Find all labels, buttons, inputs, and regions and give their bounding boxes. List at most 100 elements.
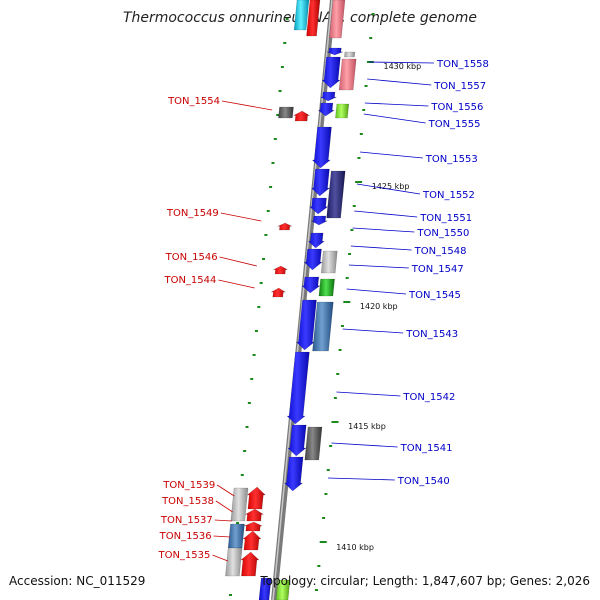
tick-mark [343, 301, 351, 303]
gene-1538[interactable] [244, 508, 265, 522]
gene-1554-a[interactable] [278, 106, 294, 119]
leader-line [352, 227, 415, 233]
gene-1539-b[interactable] [230, 487, 249, 522]
leader-line [368, 61, 435, 64]
tick-mark [338, 349, 342, 351]
gene-1557-a[interactable] [321, 56, 341, 89]
tick-mark [364, 85, 368, 87]
gene-1535[interactable] [225, 547, 243, 577]
gene-label-left[interactable]: TON_1535 [157, 550, 210, 561]
gene-partial-lime[interactable] [275, 579, 291, 600]
gene-label-right[interactable]: TON_1557 [433, 81, 486, 92]
gene-1543-a[interactable] [295, 299, 317, 351]
gene-label-right[interactable]: TON_1547 [411, 264, 464, 275]
kbp-label: 1410 kbp [336, 543, 374, 552]
gene-1546[interactable] [273, 265, 288, 275]
gene-partial-blue[interactable] [258, 577, 272, 600]
tick-mark [266, 210, 270, 212]
tick-mark [243, 450, 247, 452]
gene-label-right[interactable]: TON_1552 [422, 190, 475, 201]
leader-line [364, 102, 429, 107]
kbp-label: 1420 kbp [360, 302, 398, 311]
gene-label-left[interactable]: TON_1537 [160, 515, 213, 526]
gene-1537[interactable] [244, 521, 263, 532]
gene-1541-a[interactable] [287, 424, 307, 457]
gene-label-right[interactable]: TON_1541 [400, 443, 453, 454]
gene-label-left[interactable]: TON_1539 [162, 480, 215, 491]
gene-label-left[interactable]: TON_1546 [165, 252, 218, 263]
gene-1553[interactable] [311, 126, 332, 169]
gene-label-right[interactable]: TON_1545 [408, 290, 461, 301]
gene-1556-a[interactable] [320, 91, 337, 102]
tick-mark [236, 522, 240, 524]
tick-mark [273, 138, 277, 140]
leader-line [327, 477, 395, 481]
gene-1545[interactable] [318, 278, 335, 297]
tick-mark [280, 66, 284, 68]
gene-1536-a[interactable] [242, 530, 262, 551]
gene-1543[interactable] [312, 301, 334, 352]
leader-line [331, 442, 398, 448]
gene-1551[interactable] [309, 197, 329, 215]
gene-label-left[interactable]: TON_1549 [166, 208, 219, 219]
gene-1555[interactable] [335, 103, 350, 119]
gene-1540[interactable] [283, 456, 304, 492]
gene-label-right[interactable]: TON_1550 [416, 228, 469, 239]
gene-track [225, 0, 357, 600]
gene-1544[interactable] [270, 287, 287, 298]
gene-label-right[interactable]: TON_1551 [419, 213, 472, 224]
kbp-label: 1425 kbp [372, 182, 410, 191]
tick-mark [314, 589, 318, 591]
gene-1556-b[interactable] [317, 102, 336, 117]
gene-1557[interactable] [338, 58, 357, 91]
leader-line [218, 279, 255, 289]
tick-mark [324, 493, 328, 495]
gene-partial-cyan[interactable] [293, 0, 310, 31]
gene-1547-a[interactable] [303, 248, 323, 271]
tick-mark [247, 402, 251, 404]
gene-label-right[interactable]: TON_1553 [425, 154, 478, 165]
gene-1548[interactable] [307, 232, 326, 249]
leader-line [214, 519, 232, 522]
tick-mark [319, 541, 327, 543]
gene-label-left[interactable]: TON_1538 [161, 496, 214, 507]
kbp-scale: 1430 kbp 1425 kbp 1420 kbp 1415 kbp 1410 kbp [336, 62, 421, 552]
gene-label-left[interactable]: TON_1536 [159, 531, 212, 542]
gene-label-right[interactable]: TON_1556 [430, 102, 483, 113]
gene-label-right[interactable]: TON_1540 [397, 476, 450, 487]
gene-1550[interactable] [311, 215, 328, 226]
gene-1539[interactable] [246, 486, 266, 510]
gene-1559[interactable] [329, 0, 346, 39]
gene-1549[interactable] [277, 222, 292, 231]
gene-label-right[interactable]: TON_1548 [414, 246, 467, 257]
tick-mark [352, 205, 356, 207]
tick-mark [371, 13, 375, 15]
gene-1542[interactable] [286, 351, 310, 425]
tick-mark [264, 234, 268, 236]
tick-mark [350, 229, 354, 231]
gene-1558-arrow[interactable] [326, 47, 343, 56]
tick-mark [348, 253, 352, 255]
gene-1541[interactable] [304, 426, 323, 461]
gene-1552-a[interactable] [310, 168, 331, 197]
tick-mark [250, 378, 254, 380]
gene-1536[interactable] [227, 523, 245, 549]
gene-1554[interactable] [293, 110, 311, 122]
gene-1535-a[interactable] [240, 551, 260, 577]
leader-line [215, 500, 233, 513]
gene-label-right[interactable]: TON_1543 [405, 329, 458, 340]
gene-label-left[interactable]: TON_1554 [167, 96, 220, 107]
gene-label-right[interactable]: TON_1555 [428, 119, 481, 130]
gene-partial-red[interactable] [306, 0, 321, 37]
leader-line [363, 113, 426, 124]
leader-line [213, 535, 231, 538]
gene-1545-a[interactable] [301, 276, 321, 294]
gene-label-right[interactable]: TON_1558 [436, 59, 489, 70]
gene-label-right[interactable]: TON_1542 [402, 392, 455, 403]
leader-line [348, 264, 409, 269]
gene-1552[interactable] [326, 170, 346, 219]
gene-1547[interactable] [320, 250, 338, 274]
gene-label-left[interactable]: TON_1544 [163, 275, 216, 286]
gene-1558[interactable] [344, 51, 356, 58]
